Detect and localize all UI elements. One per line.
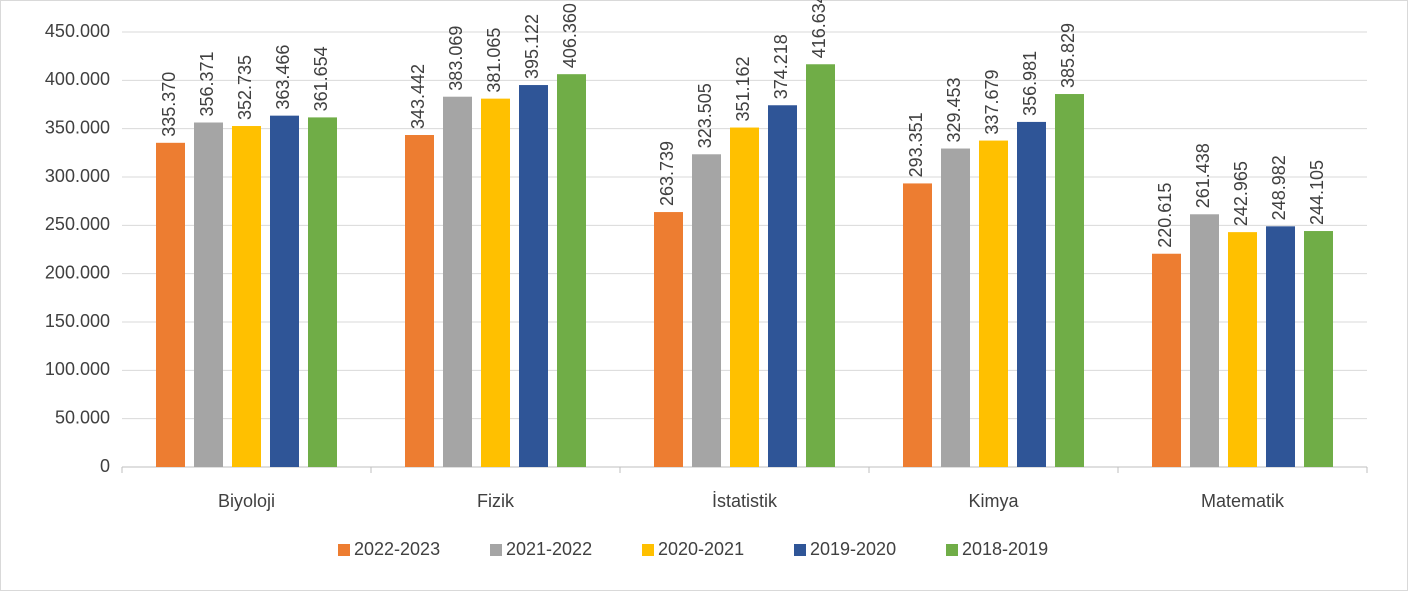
y-tick-label: 300.000 [45, 166, 110, 186]
data-label: 329.453 [944, 77, 964, 142]
bar [654, 212, 683, 467]
bar [768, 105, 797, 468]
bar [443, 96, 472, 468]
bar [692, 154, 721, 467]
data-label: 335.370 [159, 72, 179, 137]
bar [481, 98, 510, 467]
data-label: 352.735 [235, 55, 255, 120]
x-tick-label: Matematik [1201, 491, 1285, 511]
bar [806, 64, 835, 468]
y-tick-label: 0 [100, 456, 110, 476]
data-label: 244.105 [1307, 160, 1327, 225]
bar [1055, 94, 1084, 467]
data-label: 383.069 [446, 26, 466, 91]
data-label: 343.442 [408, 64, 428, 129]
x-tick-label: Kimya [968, 491, 1019, 511]
bar [194, 122, 223, 468]
bar [1266, 226, 1295, 467]
bar [232, 126, 261, 468]
data-label: 385.829 [1058, 23, 1078, 88]
y-tick-label: 350.000 [45, 117, 110, 137]
legend-swatch [642, 544, 654, 556]
data-label: 406.360 [560, 3, 580, 68]
legend-swatch [490, 544, 502, 556]
y-tick-label: 400.000 [45, 69, 110, 89]
data-label: 374.218 [771, 34, 791, 99]
y-tick-label: 450.000 [45, 21, 110, 41]
bar [730, 127, 759, 468]
bar [903, 183, 932, 467]
y-tick-label: 200.000 [45, 262, 110, 282]
data-label: 323.505 [695, 83, 715, 148]
legend-swatch [794, 544, 806, 556]
bar [405, 135, 434, 467]
y-tick-label: 50.000 [55, 407, 110, 427]
data-label: 381.065 [484, 28, 504, 93]
bar [1017, 121, 1046, 467]
bar [1152, 253, 1181, 467]
bar [557, 74, 586, 467]
data-label: 356.371 [197, 51, 217, 116]
bar [270, 115, 299, 467]
data-label: 416.634 [809, 0, 829, 58]
data-label: 263.739 [657, 141, 677, 206]
data-label: 261.438 [1193, 143, 1213, 208]
bar [308, 117, 337, 468]
data-label: 248.982 [1269, 155, 1289, 220]
bar [941, 148, 970, 468]
legend-swatch [946, 544, 958, 556]
data-label: 337.679 [982, 69, 1002, 134]
data-label: 361.654 [311, 46, 331, 111]
y-tick-label: 250.000 [45, 214, 110, 234]
x-tick-label: İstatistik [712, 491, 778, 511]
bar [1304, 231, 1333, 467]
legend-label: 2020-2021 [658, 539, 744, 559]
bar [1190, 214, 1219, 467]
legend-swatch [338, 544, 350, 556]
y-tick-label: 100.000 [45, 359, 110, 379]
data-label: 242.965 [1231, 161, 1251, 226]
x-tick-label: Fizik [477, 491, 515, 511]
x-tick-label: Biyoloji [218, 491, 275, 511]
data-label: 351.162 [733, 56, 753, 121]
bar [156, 142, 185, 467]
data-label: 293.351 [906, 112, 926, 177]
legend-label: 2019-2020 [810, 539, 896, 559]
legend-label: 2022-2023 [354, 539, 440, 559]
data-label: 395.122 [522, 14, 542, 79]
y-tick-label: 150.000 [45, 311, 110, 331]
bar [1228, 232, 1257, 467]
bar [519, 85, 548, 467]
legend-label: 2021-2022 [506, 539, 592, 559]
data-label: 356.981 [1020, 51, 1040, 116]
data-label: 220.615 [1155, 183, 1175, 248]
data-label: 363.466 [273, 45, 293, 110]
bar [979, 140, 1008, 467]
legend-label: 2018-2019 [962, 539, 1048, 559]
